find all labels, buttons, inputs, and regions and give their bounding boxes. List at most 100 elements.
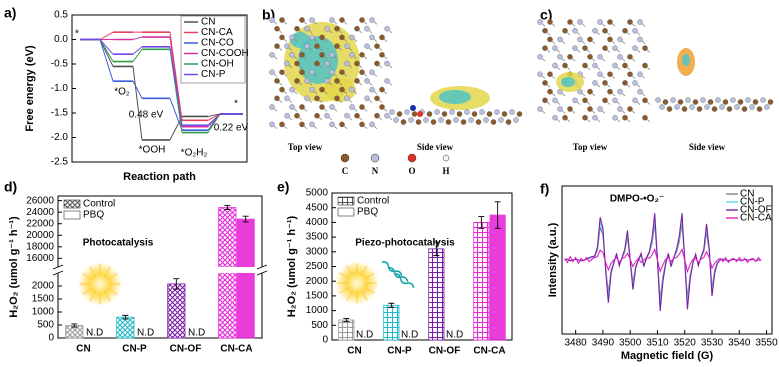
atom bbox=[572, 97, 578, 104]
panel-label: f) bbox=[540, 181, 549, 197]
sun-ray bbox=[346, 290, 354, 301]
spectrum-line bbox=[564, 218, 762, 306]
axis-title: Intensity (a.u.) bbox=[547, 222, 559, 297]
atom bbox=[537, 19, 543, 25]
atom bbox=[707, 99, 714, 105]
legend-swatch bbox=[63, 210, 81, 220]
atom bbox=[334, 78, 340, 84]
atom bbox=[314, 43, 320, 49]
atom bbox=[279, 121, 285, 128]
atom bbox=[364, 95, 370, 102]
y-tick-label: 3000 bbox=[306, 246, 329, 257]
atom-label: H bbox=[442, 166, 449, 176]
atom bbox=[289, 52, 295, 58]
legend-label: CN bbox=[740, 189, 754, 200]
atom bbox=[294, 60, 300, 67]
atom bbox=[587, 54, 593, 60]
error-bar bbox=[71, 323, 78, 328]
sun-ray bbox=[364, 286, 375, 294]
atom bbox=[324, 112, 330, 119]
y-tick-label: 1500 bbox=[32, 294, 55, 305]
atom bbox=[490, 119, 497, 125]
atom bbox=[689, 104, 695, 110]
atom bbox=[509, 109, 515, 115]
atom bbox=[369, 121, 375, 128]
bar bbox=[473, 221, 490, 341]
atom bbox=[319, 104, 325, 110]
charge-density bbox=[439, 90, 471, 104]
atom bbox=[547, 71, 553, 77]
atom bbox=[516, 111, 523, 117]
atom bbox=[582, 97, 588, 104]
atom bbox=[552, 62, 558, 69]
atom bbox=[289, 34, 295, 41]
atom bbox=[423, 117, 429, 123]
atom bbox=[284, 95, 290, 102]
atom bbox=[344, 43, 350, 49]
y-tick-label: 26000 bbox=[26, 195, 54, 206]
atom bbox=[582, 62, 588, 69]
annotation: *OOH bbox=[139, 145, 166, 156]
atom bbox=[309, 86, 315, 93]
atom bbox=[607, 88, 613, 95]
axis-title: Reaction path bbox=[123, 171, 196, 183]
atom bbox=[662, 99, 669, 105]
atom bbox=[722, 99, 729, 105]
x-tick-label: CN bbox=[76, 344, 90, 355]
atom bbox=[415, 119, 422, 125]
atom bbox=[359, 69, 365, 75]
atom bbox=[552, 114, 558, 121]
atom bbox=[304, 95, 310, 102]
sun-ray bbox=[89, 266, 97, 277]
atom bbox=[279, 69, 285, 75]
atom bbox=[637, 71, 643, 77]
atom bbox=[374, 43, 380, 49]
atom bbox=[764, 104, 770, 110]
y-tick-label: 0 bbox=[48, 333, 54, 344]
atom bbox=[607, 19, 613, 25]
piezo-wave bbox=[387, 267, 409, 282]
atom bbox=[587, 106, 593, 112]
error-bar bbox=[122, 314, 129, 320]
error-bar bbox=[478, 216, 485, 229]
error-bar bbox=[388, 302, 395, 308]
atom-label: N bbox=[372, 166, 379, 176]
atom bbox=[369, 34, 375, 41]
atom bbox=[379, 34, 385, 41]
atom-swatch bbox=[407, 153, 417, 163]
atom bbox=[483, 117, 489, 123]
annotation: *O₂ bbox=[114, 87, 130, 98]
atom bbox=[666, 106, 673, 112]
atom bbox=[400, 119, 407, 125]
atom bbox=[410, 105, 416, 111]
value-label: N.D bbox=[401, 330, 418, 341]
error-bar bbox=[433, 241, 440, 257]
atom bbox=[359, 52, 365, 58]
step-connector bbox=[207, 113, 221, 121]
atom bbox=[279, 17, 285, 23]
atom bbox=[547, 19, 553, 25]
atom bbox=[319, 34, 325, 41]
atom bbox=[730, 97, 736, 103]
y-tick-label: 0 bbox=[322, 335, 328, 346]
atom bbox=[582, 114, 588, 121]
atom bbox=[696, 106, 703, 112]
atom bbox=[329, 52, 335, 58]
atom bbox=[498, 117, 504, 123]
bar bbox=[428, 248, 445, 341]
legend-label: PBQ bbox=[83, 210, 104, 221]
atom bbox=[417, 111, 423, 117]
atom bbox=[475, 119, 482, 125]
atom bbox=[344, 112, 350, 119]
atom bbox=[354, 78, 360, 84]
atom bbox=[567, 106, 573, 112]
atom bbox=[592, 27, 598, 34]
atom bbox=[612, 45, 618, 51]
annotation: * bbox=[234, 99, 238, 110]
atom bbox=[369, 17, 375, 23]
atom bbox=[617, 106, 623, 112]
spectrum-line bbox=[564, 247, 762, 274]
atom bbox=[505, 119, 512, 125]
sun-ray bbox=[339, 272, 350, 280]
